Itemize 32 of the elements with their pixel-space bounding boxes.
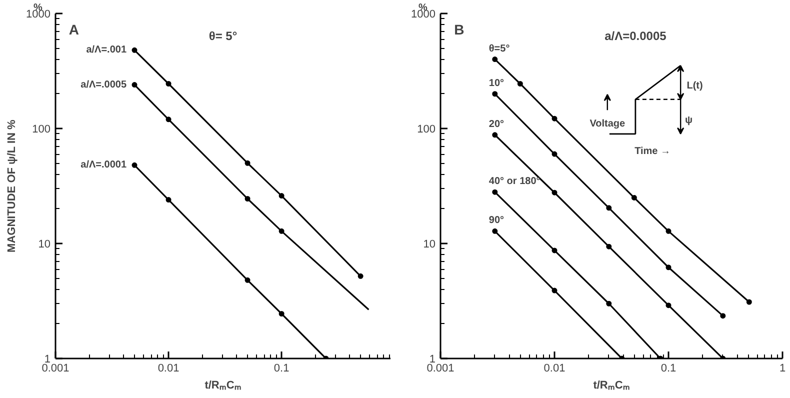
y-axis-title: MAGNITUDE OF ψ/L IN % — [6, 120, 18, 252]
series-label: 20° — [488, 118, 504, 130]
y-tick-label: 1 — [429, 354, 436, 366]
series-label: 10° — [488, 78, 504, 89]
x-tick-label: 0.1 — [660, 362, 676, 374]
x-axis-title: t/RₘCₘ — [593, 380, 630, 392]
series-label: 40° or 180° — [488, 176, 540, 188]
x-tick-label: 0.001 — [426, 362, 454, 374]
x-tick-label: 0.1 — [274, 362, 290, 374]
text: A — [68, 22, 80, 38]
x-tick-label: 0.001 — [42, 362, 70, 374]
y-tick-label: 10 — [38, 238, 51, 250]
series-label: a/Λ=.001 — [86, 44, 127, 56]
annotation: Time → — [634, 146, 671, 157]
series-label: a/Λ=.0005 — [80, 79, 127, 90]
text: B — [454, 22, 464, 38]
x-tick-label: 1 — [779, 362, 786, 374]
y-tick-label: 100 — [32, 124, 51, 136]
annotation: a/Λ=0.0005 — [604, 28, 667, 43]
x-tick-label: 0.01 — [158, 362, 180, 374]
annotation: ψ — [685, 114, 693, 126]
annotation: θ= 5° — [208, 28, 238, 43]
annotation: Voltage — [590, 118, 626, 130]
series-label: 90° — [488, 215, 504, 226]
annotation: L(t) — [686, 80, 703, 92]
x-tick-label: 0.01 — [544, 362, 566, 374]
x-axis-title: t/RₘCₘ — [204, 380, 242, 392]
y-tick-label: 100 — [417, 124, 436, 136]
y-tick-label: 10 — [423, 238, 436, 250]
y-tick-label: 1 — [44, 354, 51, 366]
series-label: θ=5° — [488, 43, 510, 54]
series-label: a/Λ=.0001 — [80, 160, 127, 171]
